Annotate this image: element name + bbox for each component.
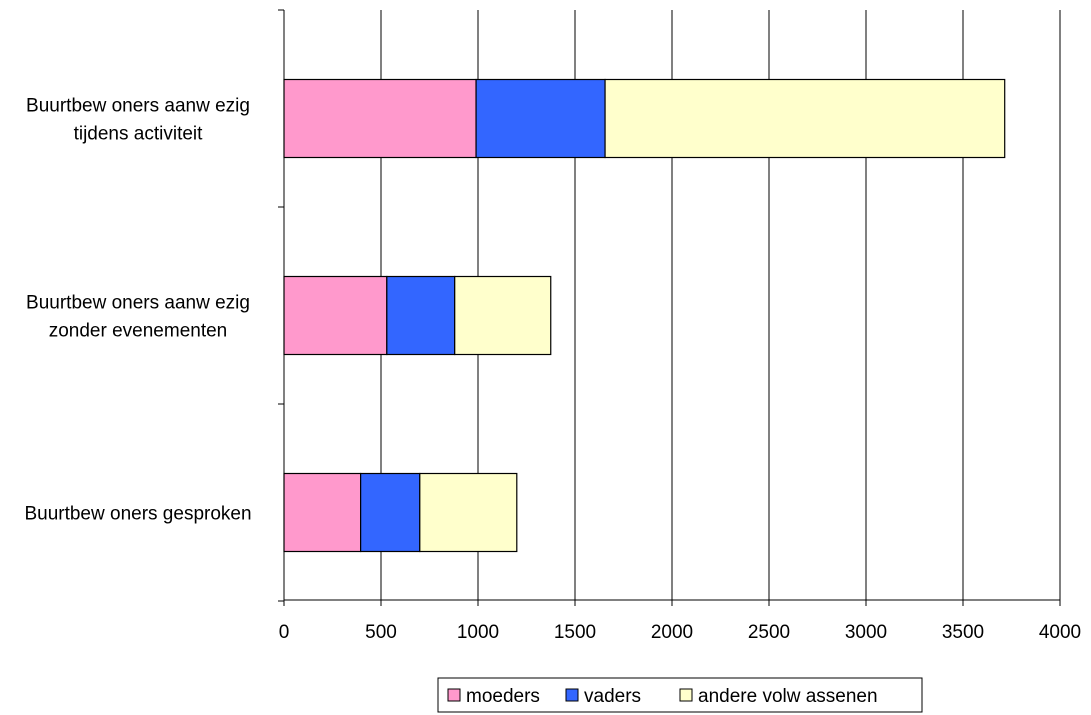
category-label: Buurtbew oners gesproken [24, 504, 251, 525]
x-tick-label: 1500 [554, 622, 596, 643]
x-tick-label: 3000 [845, 622, 887, 643]
category-labels: Buurtbew oners aanw ezig tijdens activite… [24, 96, 251, 525]
category-label: Buurtbew oners aanw ezig [26, 96, 250, 117]
legend-label: vaders [584, 686, 641, 707]
legend-swatch [565, 688, 579, 702]
bar-segment-vaders-1 [386, 275, 456, 356]
bars [283, 78, 1006, 553]
x-tick-label: 2500 [748, 622, 790, 643]
bar-segment-vaders-0 [475, 78, 606, 159]
category-label: zonder evenementen [49, 321, 228, 342]
legend-label: andere volw assenen [698, 686, 878, 707]
x-tick-label: 0 [279, 622, 290, 643]
x-tick-labels: 0 500 1000 1500 2000 2500 3000 3500 4000 [279, 622, 1081, 643]
bar-segment-moeders-1 [283, 275, 388, 356]
bar-segment-moeders-0 [283, 78, 477, 159]
x-tick-label: 1000 [457, 622, 499, 643]
bar-segment-andere-volw-assenen-1 [454, 275, 552, 356]
legend: moeders vaders andere volw assenen [437, 677, 923, 713]
legend-swatch [447, 688, 461, 702]
legend-label: moeders [466, 686, 540, 707]
x-tick-label: 500 [365, 622, 397, 643]
category-label: tijdens activiteit [74, 124, 204, 145]
bar-segment-vaders-2 [360, 472, 421, 553]
bar-segment-moeders-2 [283, 472, 362, 553]
legend-swatch [679, 688, 693, 702]
bar-segment-andere-volw-assenen-0 [604, 78, 1006, 159]
bar-segment-andere-volw-assenen-2 [419, 472, 518, 553]
x-tick-label: 4000 [1039, 622, 1081, 643]
x-tick-label: 2000 [651, 622, 693, 643]
x-tick-label: 3500 [942, 622, 984, 643]
category-label: Buurtbew oners aanw ezig [26, 293, 250, 314]
